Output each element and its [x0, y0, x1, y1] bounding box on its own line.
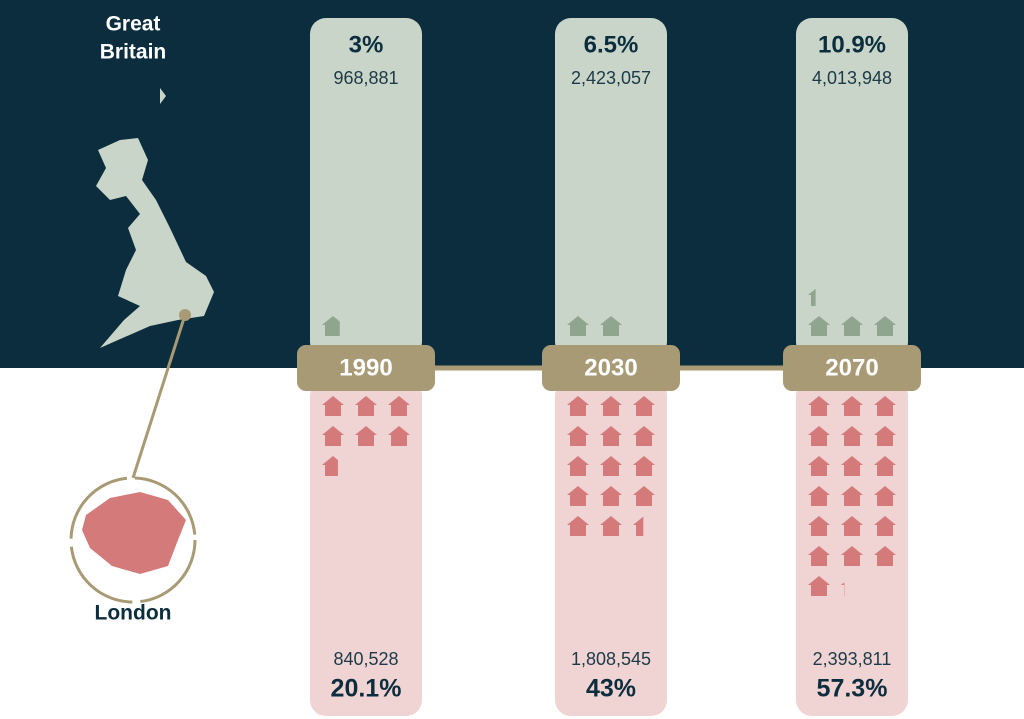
year-badge: [542, 345, 680, 391]
region-label: London: [95, 602, 172, 625]
house-icon: [841, 426, 863, 446]
icon-group: [808, 396, 896, 596]
house-icon: [388, 426, 410, 446]
house-icon: [841, 396, 863, 416]
gb-count: 968,881: [333, 68, 398, 88]
icon-group: [567, 316, 634, 336]
house-icon: [567, 426, 589, 446]
map-london: [82, 492, 186, 574]
house-icon: [841, 316, 863, 336]
house-icon: [600, 396, 622, 416]
house-icon: [322, 456, 338, 476]
house-icon: [600, 426, 622, 446]
house-icon: [355, 396, 377, 416]
house-icon: [808, 576, 830, 596]
gb-share: 10.9%: [818, 31, 886, 58]
region-label: Great: [106, 13, 161, 36]
gb-count: 4,013,948: [812, 68, 892, 88]
house-icon: [808, 316, 830, 336]
london-count: 840,528: [333, 649, 398, 669]
london-share: 43%: [586, 675, 636, 703]
house-icon: [567, 516, 589, 536]
icon-group: [567, 396, 655, 536]
house-icon: [322, 426, 344, 446]
house-icon: [600, 456, 622, 476]
house-icon: [567, 396, 589, 416]
london-share: 20.1%: [331, 675, 402, 703]
london-pill: [310, 380, 422, 716]
house-icon: [600, 486, 622, 506]
house-icon: [355, 426, 377, 446]
house-icon: [633, 516, 644, 536]
map-great-britain: [96, 88, 214, 348]
gb-count: 2,423,057: [571, 68, 651, 88]
london-share: 57.3%: [817, 675, 888, 703]
house-icon: [874, 316, 896, 336]
house-icon: [633, 456, 655, 476]
icon-group: [322, 396, 410, 476]
house-icon: [841, 582, 845, 596]
house-icon: [841, 456, 863, 476]
gb-pill: [555, 18, 667, 358]
house-icon: [600, 316, 622, 336]
icon-group: [808, 288, 896, 336]
year-label: 2030: [584, 354, 637, 381]
icon-group: [322, 316, 340, 336]
house-icon: [841, 546, 863, 566]
house-icon: [633, 486, 655, 506]
year-label: 2070: [825, 354, 878, 381]
london-ring: [69, 476, 197, 604]
year-label: 1990: [339, 354, 392, 381]
year-badge: [297, 345, 435, 391]
gb-pill: [310, 18, 422, 358]
house-icon: [874, 456, 896, 476]
gb-pill: [796, 18, 908, 358]
connector: [131, 314, 187, 479]
london-count: 2,393,811: [813, 649, 892, 669]
connector-dot: [179, 309, 191, 321]
house-icon: [808, 456, 830, 476]
house-icon: [322, 316, 340, 336]
house-icon: [874, 426, 896, 446]
year-badge: [783, 345, 921, 391]
house-icon: [841, 486, 863, 506]
house-icon: [808, 486, 830, 506]
house-icon: [567, 486, 589, 506]
house-icon: [874, 396, 896, 416]
region-label: Britain: [100, 41, 167, 64]
house-icon: [567, 456, 589, 476]
gb-share: 3%: [349, 31, 384, 58]
house-icon: [808, 288, 816, 306]
house-icon: [808, 516, 830, 536]
gb-share: 6.5%: [584, 31, 639, 58]
london-count: 1,808,545: [571, 649, 651, 669]
house-icon: [841, 516, 863, 536]
house-icon: [633, 396, 655, 416]
house-icon: [600, 516, 622, 536]
house-icon: [874, 486, 896, 506]
house-icon: [388, 396, 410, 416]
columns: 3% 968,881 840,528 20.1% 6.5% 2,423,057 1,808,…: [297, 18, 921, 716]
house-icon: [322, 396, 344, 416]
house-icon: [567, 316, 589, 336]
house-icon: [808, 396, 830, 416]
house-icon: [808, 546, 830, 566]
house-icon: [633, 426, 655, 446]
house-icon: [808, 426, 830, 446]
house-icon: [874, 546, 896, 566]
house-icon: [874, 516, 896, 536]
